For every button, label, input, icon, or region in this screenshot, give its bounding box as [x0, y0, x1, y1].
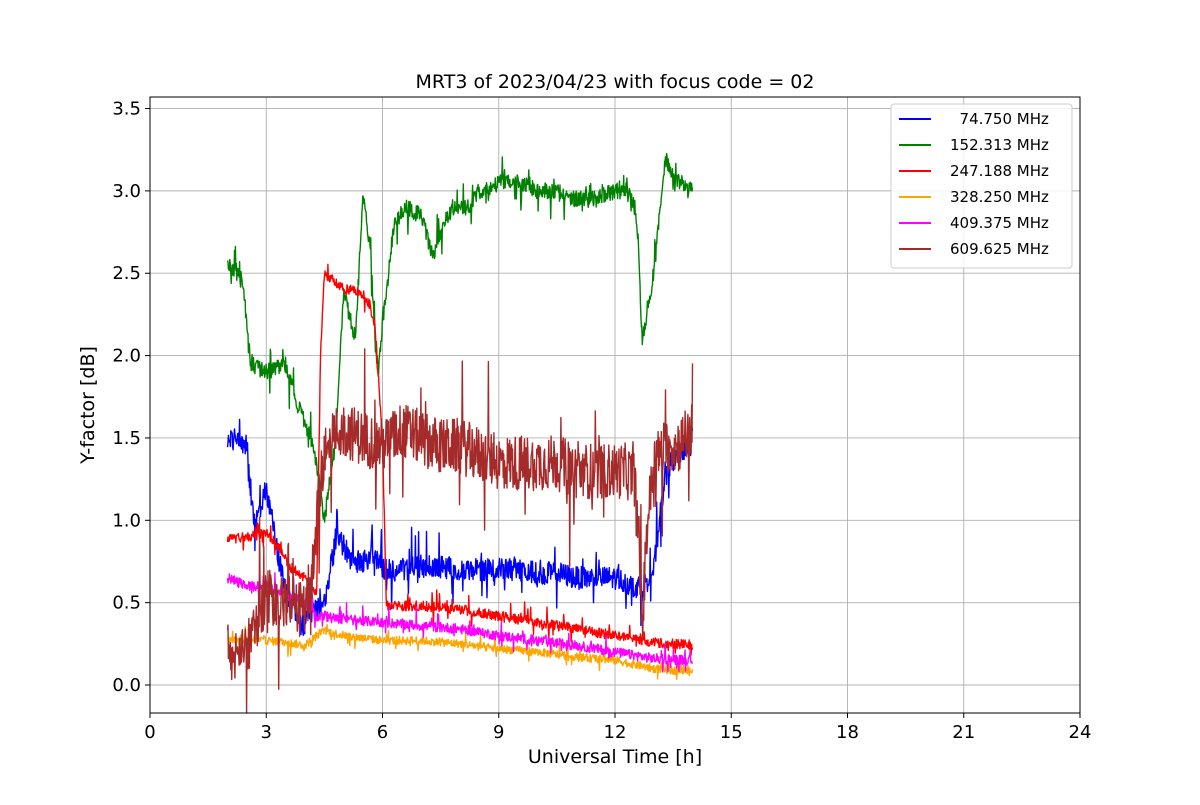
chart-title: MRT3 of 2023/04/23 with focus code = 02 — [416, 71, 815, 93]
y-tick-label: 2.5 — [112, 263, 141, 284]
y-tick-label: 0.5 — [112, 593, 141, 614]
x-axis-title: Universal Time [h] — [528, 746, 702, 768]
x-tick-label: 18 — [836, 722, 859, 743]
legend: 74.750 MHz 152.313 MHz 247.188 MHz 328.250 … — [890, 103, 1073, 269]
y-tick-label: 1.0 — [112, 510, 141, 531]
legend-label: 152.313 MHz — [950, 136, 1049, 154]
x-tick-label: 0 — [144, 722, 155, 743]
legend-label: 328.250 MHz — [950, 188, 1049, 206]
y-tick-label: 3.5 — [112, 99, 141, 120]
legend-label: 247.188 MHz — [950, 162, 1049, 180]
y-tick-label: 1.5 — [112, 428, 141, 449]
data-series — [226, 152, 694, 714]
series-line — [226, 263, 694, 656]
x-tick-label: 9 — [493, 722, 504, 743]
legend-label: 74.750 MHz — [950, 110, 1049, 128]
x-tick-label: 24 — [1069, 722, 1092, 743]
y-tick-label: 0.0 — [112, 675, 141, 696]
series-line — [226, 348, 694, 714]
legend-box — [890, 103, 1073, 269]
x-tick-label: 6 — [377, 722, 388, 743]
series-line — [226, 623, 694, 680]
x-tick-label: 21 — [952, 722, 975, 743]
y-tick-label: 3.0 — [112, 181, 141, 202]
axis-ticks: 0 3 6 9 12 15 18 21 24 0.0 0.5 1.0 1.5 2.0 2.5 3.0 3.5 — [112, 99, 1091, 743]
legend-label: 409.375 MHz — [950, 214, 1049, 232]
y-axis-title: Y-factor [dB] — [77, 346, 99, 465]
y-tick-label: 2.0 — [112, 346, 141, 367]
legend-label: 609.625 MHz — [950, 240, 1049, 258]
x-tick-label: 3 — [261, 722, 272, 743]
series-line — [226, 152, 694, 523]
series-line — [226, 572, 694, 673]
x-tick-label: 12 — [604, 722, 627, 743]
x-tick-label: 15 — [720, 722, 743, 743]
